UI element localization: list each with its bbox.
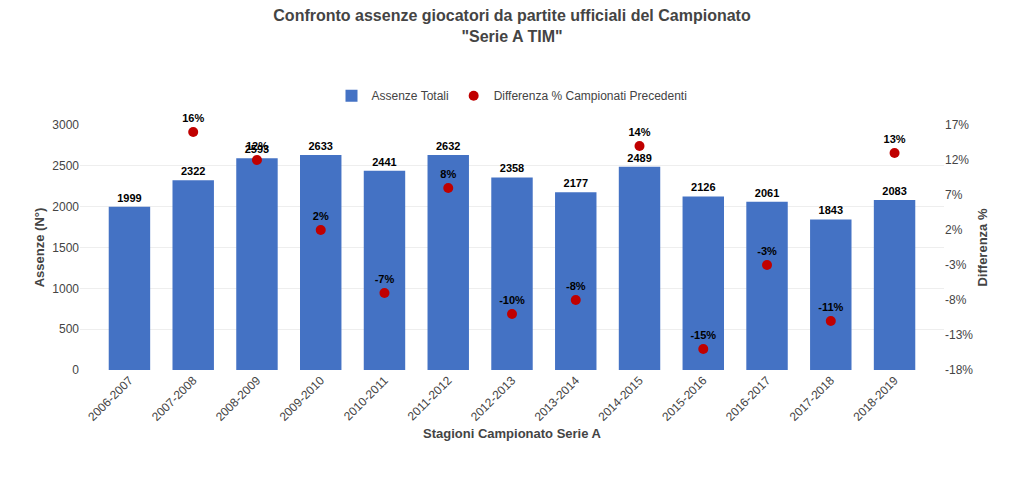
svg-text:2358: 2358 xyxy=(500,162,524,174)
svg-text:2011-2012: 2011-2012 xyxy=(405,373,455,423)
svg-text:-8%: -8% xyxy=(566,280,586,292)
svg-text:1843: 1843 xyxy=(819,204,843,216)
svg-text:7%: 7% xyxy=(945,188,963,202)
svg-text:500: 500 xyxy=(59,322,79,336)
svg-text:2010-2011: 2010-2011 xyxy=(341,373,391,423)
svg-text:12%: 12% xyxy=(246,140,268,152)
svg-text:2006-2007: 2006-2007 xyxy=(85,373,136,424)
svg-text:2126: 2126 xyxy=(691,181,715,193)
svg-text:Assenze Totali: Assenze Totali xyxy=(372,89,449,103)
svg-text:2%: 2% xyxy=(945,223,963,237)
svg-text:2083: 2083 xyxy=(882,185,906,197)
svg-text:1999: 1999 xyxy=(117,192,141,204)
svg-text:2177: 2177 xyxy=(564,177,588,189)
svg-text:2%: 2% xyxy=(313,210,329,222)
svg-text:2061: 2061 xyxy=(755,187,779,199)
svg-text:1000: 1000 xyxy=(52,282,79,296)
svg-text:Assenze (N°): Assenze (N°) xyxy=(32,208,47,288)
svg-text:2009-2010: 2009-2010 xyxy=(277,373,328,424)
svg-text:Confronto assenze giocatori da: Confronto assenze giocatori da partite u… xyxy=(273,7,751,45)
svg-text:2441: 2441 xyxy=(372,156,396,168)
svg-text:3000: 3000 xyxy=(52,118,79,132)
svg-text:2007-2008: 2007-2008 xyxy=(149,373,200,424)
svg-text:2633: 2633 xyxy=(308,140,332,152)
svg-text:0: 0 xyxy=(72,363,79,377)
svg-text:2489: 2489 xyxy=(627,152,651,164)
svg-text:-13%: -13% xyxy=(945,328,973,342)
svg-text:Differenza % Campionati Preced: Differenza % Campionati Precedenti xyxy=(494,89,687,103)
svg-text:2013-2014: 2013-2014 xyxy=(532,373,583,424)
svg-text:2016-2017: 2016-2017 xyxy=(723,373,774,424)
svg-text:-3%: -3% xyxy=(945,258,967,272)
svg-text:2593: 2593 xyxy=(245,143,269,155)
svg-text:16%: 16% xyxy=(182,112,204,124)
svg-text:17%: 17% xyxy=(945,118,969,132)
svg-text:-10%: -10% xyxy=(499,294,525,306)
svg-text:1500: 1500 xyxy=(52,241,79,255)
svg-text:14%: 14% xyxy=(629,126,651,138)
svg-text:2014-2015: 2014-2015 xyxy=(595,373,646,424)
svg-text:2015-2016: 2015-2016 xyxy=(659,373,710,424)
svg-text:13%: 13% xyxy=(884,133,906,145)
svg-text:Differenza %: Differenza % xyxy=(975,208,990,286)
svg-text:-8%: -8% xyxy=(945,293,967,307)
svg-text:-18%: -18% xyxy=(945,363,973,377)
svg-text:2322: 2322 xyxy=(181,165,205,177)
svg-text:-15%: -15% xyxy=(690,329,716,341)
svg-text:2018-2019: 2018-2019 xyxy=(850,373,901,424)
svg-text:2632: 2632 xyxy=(436,140,460,152)
svg-text:-7%: -7% xyxy=(375,273,395,285)
svg-text:12%: 12% xyxy=(945,153,969,167)
svg-text:2008-2009: 2008-2009 xyxy=(213,373,264,424)
svg-text:2000: 2000 xyxy=(52,200,79,214)
svg-text:-11%: -11% xyxy=(818,301,843,313)
svg-text:Stagioni Campionato Serie A: Stagioni Campionato Serie A xyxy=(423,426,602,441)
svg-text:2500: 2500 xyxy=(52,159,79,173)
svg-text:8%: 8% xyxy=(440,168,456,180)
svg-text:2017-2018: 2017-2018 xyxy=(787,373,838,424)
svg-text:-3%: -3% xyxy=(757,245,777,257)
svg-text:2012-2013: 2012-2013 xyxy=(468,373,519,424)
